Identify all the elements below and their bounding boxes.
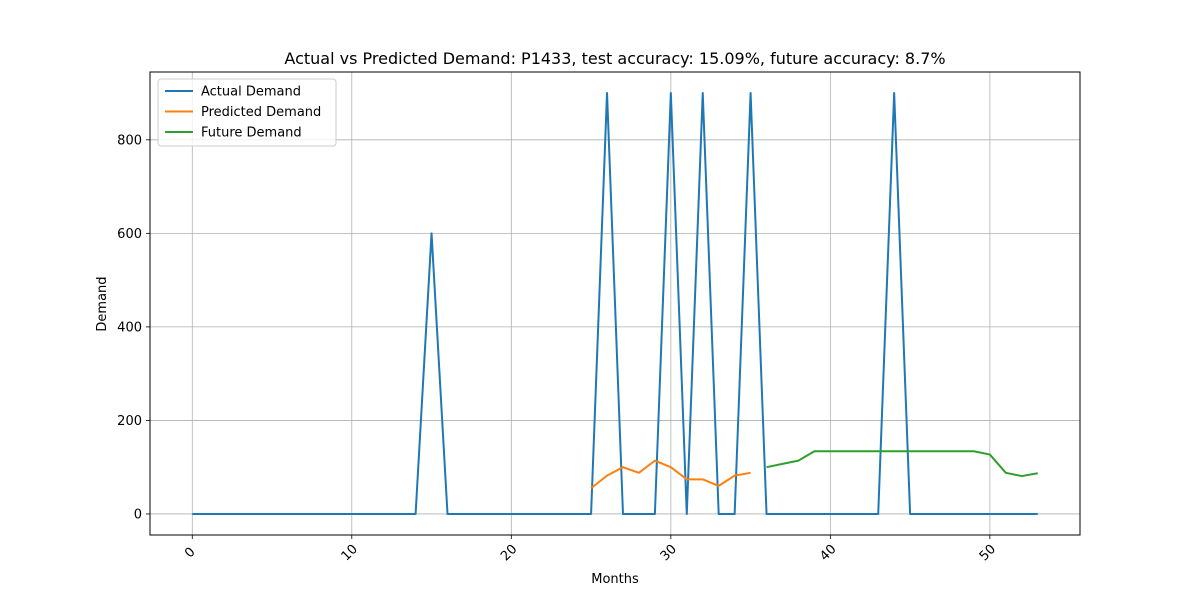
predicted-demand-line: [590, 459, 751, 490]
legend-label-actual-demand: Actual Demand: [201, 85, 301, 100]
actual-demand-line: [192, 92, 1038, 515]
future-demand-line: [766, 450, 1038, 478]
y-axis-label: Demand: [95, 276, 110, 331]
legend-label-predicted-demand: Predicted Demand: [201, 105, 321, 120]
plot-area-frame: [149, 71, 1081, 536]
data-series: [192, 92, 1038, 515]
y-tick-label: 400: [117, 320, 142, 335]
legend-label-future-demand: Future Demand: [201, 126, 302, 141]
x-axis-label: Months: [591, 572, 639, 587]
legend: Actual Demand Predicted Demand Future Dema…: [157, 78, 337, 147]
y-tick-label: 600: [117, 227, 142, 242]
legend-box: [157, 78, 337, 147]
y-tick-label: 800: [117, 133, 142, 148]
y-tick-label: 0: [134, 507, 142, 522]
chart-title: Actual vs Predicted Demand: P1433, test …: [284, 49, 945, 68]
y-tick-label: 200: [117, 414, 142, 429]
